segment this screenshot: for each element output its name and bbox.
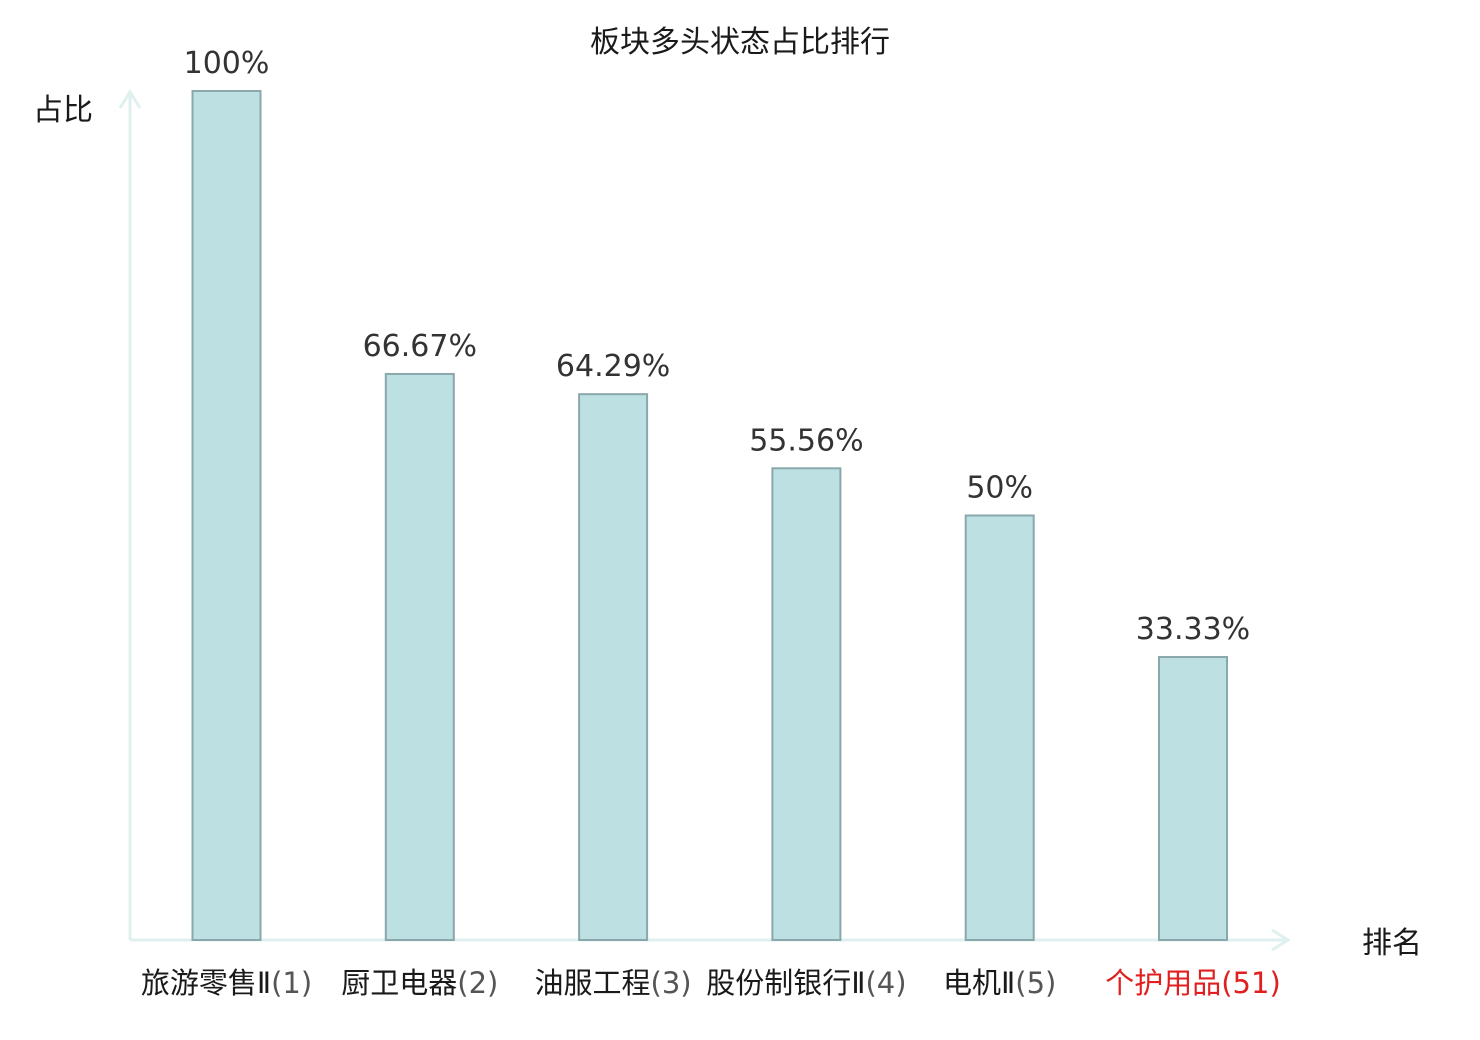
x-tick-category: 厨卫电器: [341, 966, 457, 1000]
bar: [771, 467, 842, 941]
data-label: 33.33%: [1136, 612, 1250, 647]
data-label: 66.67%: [363, 329, 477, 364]
bar: [578, 393, 649, 941]
data-label: 55.56%: [749, 423, 863, 458]
x-tick-label: 厨卫电器(2): [341, 966, 498, 1000]
x-tick-rank: (3): [651, 966, 692, 1000]
x-axis-arrow-icon: [1271, 928, 1291, 952]
x-tick-rank: (2): [457, 966, 498, 1000]
bar: [384, 372, 455, 942]
x-tick-category: 电机Ⅱ: [943, 966, 1015, 1000]
x-tick-label: 个护用品(51): [1105, 966, 1281, 1000]
data-label: 100%: [184, 46, 270, 81]
x-tick-category: 旅游零售Ⅱ: [141, 966, 271, 1000]
x-tick-rank: (4): [865, 966, 906, 1000]
data-label: 64.29%: [556, 349, 670, 384]
x-tick-rank: (51): [1221, 966, 1281, 1000]
x-tick-rank: (5): [1015, 966, 1056, 1000]
y-axis-label: 占比: [33, 93, 93, 128]
bar: [964, 514, 1035, 941]
y-axis-arrow-icon: [118, 89, 142, 109]
x-tick-rank: (1): [271, 966, 312, 1000]
x-tick-category: 股份制银行Ⅱ: [706, 966, 865, 1000]
bar: [191, 90, 262, 941]
axes: [118, 89, 1291, 952]
chart-title: 板块多头状态占比排行: [590, 25, 890, 60]
x-tick-label: 油服工程(3): [535, 966, 692, 1000]
value-labels: 100% 66.67% 64.29% 55.56% 50% 33.33%: [184, 46, 1251, 647]
x-tick-labels: 旅游零售Ⅱ(1) 厨卫电器(2) 油服工程(3) 股份制银行Ⅱ(4) 电机Ⅱ(5) 个护用…: [141, 966, 1281, 1000]
bars: [191, 90, 1228, 942]
x-tick-category: 个护用品: [1105, 966, 1221, 1000]
x-tick-label: 旅游零售Ⅱ(1): [141, 966, 312, 1000]
x-tick-category: 油服工程: [535, 966, 651, 1000]
x-axis-label: 排名: [1362, 926, 1422, 961]
x-tick-label: 电机Ⅱ(5): [943, 966, 1056, 1000]
x-tick-label: 股份制银行Ⅱ(4): [706, 966, 906, 1000]
bar: [1158, 656, 1228, 942]
data-label: 50%: [966, 471, 1033, 506]
